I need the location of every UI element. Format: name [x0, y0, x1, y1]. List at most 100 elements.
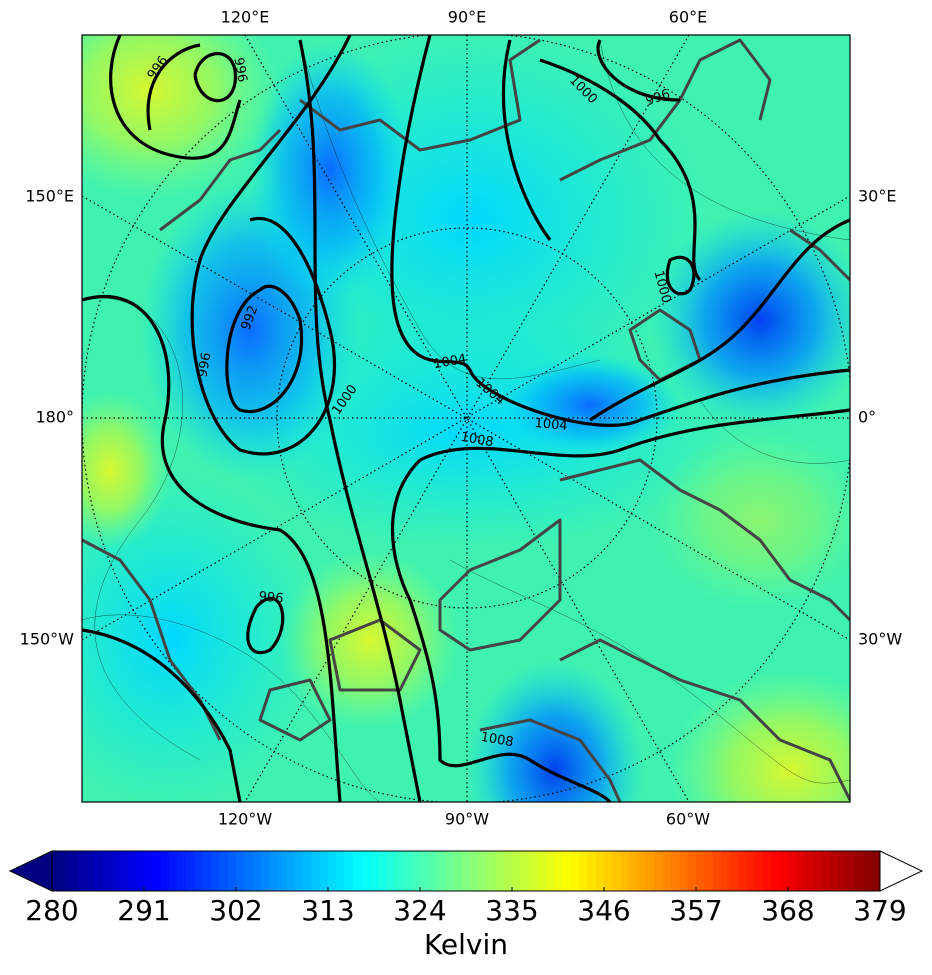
colorbar-band — [269, 851, 279, 891]
colorbar-band — [796, 851, 806, 891]
colorbar-band — [386, 851, 396, 891]
isotherms — [82, 39, 850, 802]
colorbar-band — [110, 851, 120, 891]
colorbar-tick-label: 324 — [393, 894, 446, 927]
colorbar-tick-label: 368 — [761, 894, 814, 927]
colorbar-band — [169, 851, 179, 891]
colorbar-band — [411, 851, 421, 891]
contour-label: 1008 — [459, 430, 494, 451]
contour-label: 1004 — [534, 416, 568, 434]
colorbar-band — [185, 851, 195, 891]
contour-label: 996 — [195, 351, 214, 378]
colorbar-band — [461, 851, 471, 891]
colorbar-band — [68, 851, 78, 891]
contour-label-group: 996 — [644, 87, 672, 110]
colorbar-band — [821, 851, 831, 891]
colorbar-band — [93, 851, 103, 891]
colorbar-band — [244, 851, 254, 891]
longitude-label: 0° — [858, 408, 876, 427]
longitude-label: 90°E — [448, 8, 486, 27]
colorbar-band — [804, 851, 814, 891]
colorbar-band — [60, 851, 70, 891]
colorbar-band — [570, 851, 580, 891]
colorbar-band — [160, 851, 170, 891]
contour-label-group: 996 — [258, 589, 284, 606]
colorbar-band — [670, 851, 680, 891]
longitude-label: 30°W — [858, 630, 902, 649]
colorbar-band — [779, 851, 789, 891]
colorbar-frame — [51, 850, 881, 892]
colorbar-extend-high — [879, 850, 924, 892]
colorbar-band — [403, 851, 413, 891]
colorbar-band — [512, 851, 521, 891]
colorbar-band — [721, 851, 731, 891]
colorbar-tick-label: 291 — [117, 894, 170, 927]
contour-label-group: 1008 — [479, 730, 514, 751]
colorbar-band — [144, 851, 153, 891]
colorbar-band — [871, 851, 881, 891]
colorbar-band — [863, 851, 873, 891]
colorbar-band — [712, 851, 722, 891]
colorbar-band — [578, 851, 588, 891]
colorbar-band — [495, 851, 505, 891]
colorbar-band — [754, 851, 764, 891]
colorbar-band — [428, 851, 438, 891]
colorbar-tick-label: 280 — [25, 894, 78, 927]
colorbar-band — [227, 851, 237, 891]
colorbar-band — [620, 851, 630, 891]
colorbar-tick-label: 379 — [853, 894, 906, 927]
colorbar-band — [846, 851, 856, 891]
longitude-label: 180° — [35, 408, 74, 427]
contour-label-group: 996 — [195, 351, 214, 378]
colorbar-band — [528, 851, 538, 891]
colorbar-band — [612, 851, 622, 891]
colorbar-band — [369, 851, 379, 891]
colorbar-band — [210, 851, 220, 891]
colorbar-band — [520, 851, 530, 891]
contour-label-group: 1004 — [534, 416, 568, 434]
colorbar-band — [595, 851, 605, 891]
colorbar-band — [486, 851, 496, 891]
colorbar-tick-label: 302 — [209, 894, 262, 927]
longitude-label: 60°W — [666, 810, 710, 829]
contour-label-group: 1004 — [432, 352, 467, 373]
colorbar-tick-label: 313 — [301, 894, 354, 927]
contour-label-group: 992 — [239, 304, 262, 332]
colorbar-band — [378, 851, 388, 891]
colorbar-band — [252, 851, 262, 891]
colorbar-band — [344, 851, 354, 891]
colorbar-band — [202, 851, 212, 891]
colorbar-band — [294, 851, 304, 891]
colorbar-band — [52, 851, 61, 891]
contour-label: 996 — [258, 589, 284, 606]
colorbar-band — [537, 851, 547, 891]
colorbar-extend-low — [8, 850, 53, 892]
colorbar-band — [629, 851, 639, 891]
colorbar-band — [361, 851, 371, 891]
colorbar-band — [394, 851, 404, 891]
contour-label-group: 996 — [230, 56, 249, 83]
colorbar-band — [788, 851, 797, 891]
colorbar-band — [679, 851, 689, 891]
colorbar-band — [102, 851, 112, 891]
colorbar-band — [654, 851, 664, 891]
longitude-label: 150°W — [20, 630, 75, 649]
colorbar-band — [696, 851, 705, 891]
colorbar-band — [277, 851, 287, 891]
contour-label-group: 1008 — [459, 430, 494, 451]
contour-label: 996 — [230, 56, 249, 83]
contour-label: 1008 — [479, 730, 514, 751]
colorbar-band — [336, 851, 346, 891]
colorbar-band — [704, 851, 714, 891]
colorbar-band — [436, 851, 446, 891]
longitude-label: 120°E — [221, 8, 270, 27]
colorbar-band — [152, 851, 162, 891]
colorbar-band — [470, 851, 480, 891]
colorbar-band — [662, 851, 672, 891]
longitude-label: 120°W — [218, 810, 273, 829]
colorbar-band — [85, 851, 95, 891]
colorbar-band — [545, 851, 555, 891]
colorbar-band — [637, 851, 647, 891]
colorbar-band — [737, 851, 747, 891]
